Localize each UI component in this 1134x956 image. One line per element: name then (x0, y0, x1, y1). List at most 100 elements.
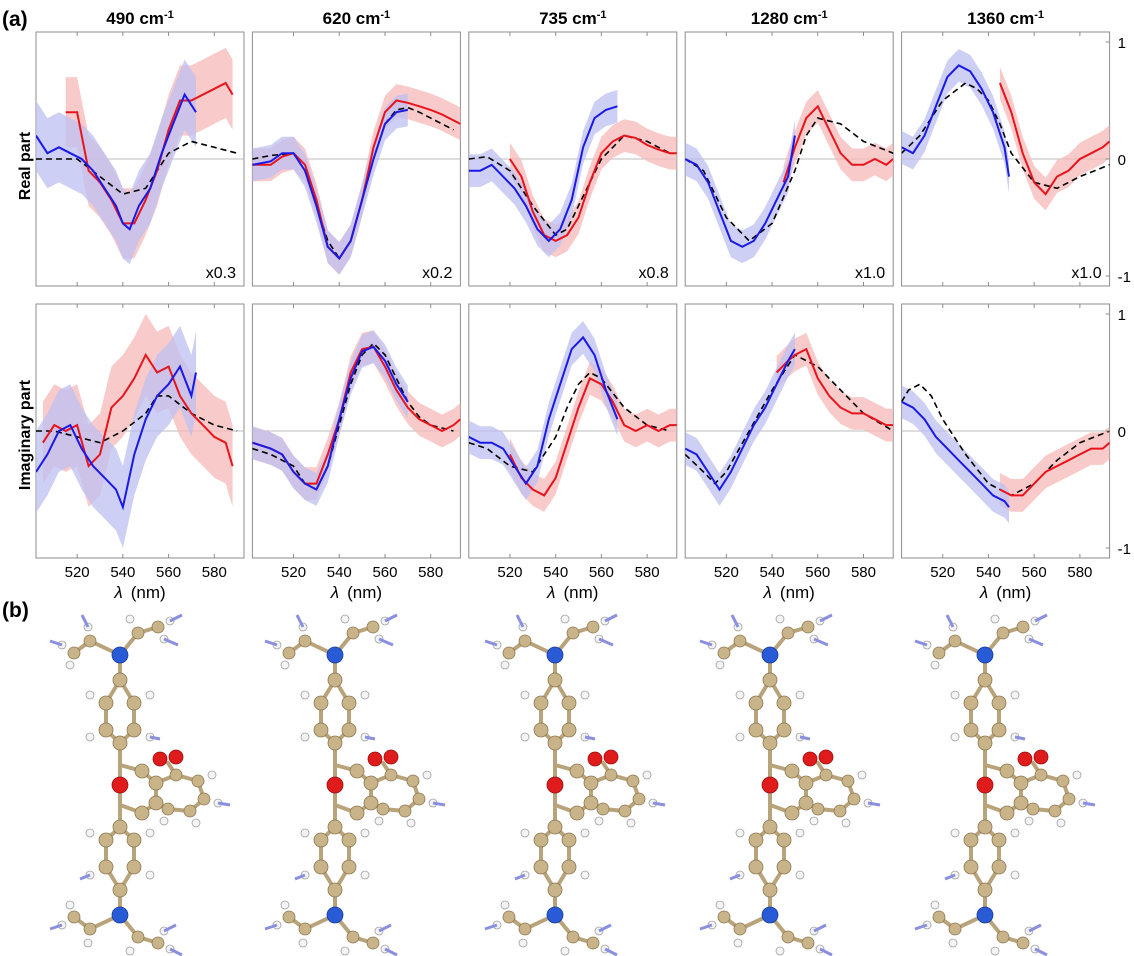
fit-line (468, 371, 671, 473)
x-tick-label: 580 (851, 564, 876, 581)
blue-series-line (468, 335, 619, 486)
blue-error-band (468, 321, 618, 500)
x-axis-label: λ (nm) (546, 583, 598, 602)
blue-series-line (901, 400, 1010, 508)
blue-error-band (36, 59, 196, 265)
y-tick-label: -1 (1118, 541, 1131, 558)
panel-1-2 (468, 303, 678, 559)
y-tick-label: 1 (1118, 35, 1126, 52)
x-tick-label: 580 (418, 564, 443, 581)
blue-error-band (901, 49, 1009, 193)
x-axis-labels: 520 540 560 580 λ (nm) 520 540 560 580 λ (nm) 520 540… (65, 564, 1093, 602)
right-axis: 1 0 -1 1 0 -1 (1105, 35, 1131, 558)
molecule-mode-490 (48, 613, 232, 956)
column-title-620: 620 cm-1 (323, 9, 390, 28)
fit-line (685, 353, 894, 485)
x-tick-label: 540 (543, 564, 568, 581)
x-tick-label: 580 (202, 564, 227, 581)
panel-0-0: x0.3 (35, 31, 245, 287)
fit-line (901, 82, 1110, 190)
red-series-line (42, 352, 234, 469)
scale-label: x1.0 (855, 265, 885, 282)
panel-0-4: x1.0 (901, 31, 1111, 287)
red-series-line (999, 441, 1110, 497)
column-title-1360: 1360 cm-1 (967, 9, 1044, 28)
y-tick-label: -1 (1118, 269, 1131, 286)
blue-error-band (252, 330, 408, 506)
x-tick-label: 560 (156, 564, 181, 581)
blue-series-line (252, 108, 408, 260)
column-title-490: 490 cm-1 (106, 9, 173, 28)
molecule-mode-1280 (698, 613, 882, 956)
fit-line (36, 140, 238, 195)
red-series-line (782, 104, 894, 183)
panel-1-3 (684, 303, 894, 559)
x-tick-label: 540 (760, 564, 785, 581)
red-error-band (999, 66, 1110, 211)
blue-series-line (36, 92, 197, 231)
panel-1-4 (901, 303, 1111, 559)
x-axis-label: λ (nm) (113, 583, 165, 602)
blue-error-band (252, 93, 408, 275)
blue-series-line (901, 64, 1010, 177)
x-tick-label: 520 (930, 564, 955, 581)
panel-1-0 (35, 303, 245, 559)
x-tick-label: 560 (589, 564, 614, 581)
x-axis-label: λ (nm) (763, 583, 815, 602)
panel-label-a: (a) (2, 8, 28, 31)
blue-series-line (252, 345, 409, 491)
blue-series-line (685, 135, 796, 248)
x-tick-label: 520 (497, 564, 522, 581)
red-series-line (509, 134, 677, 243)
blue-series-line (36, 364, 197, 511)
plot-grid: x0.3 x0.2 x0.8 x1.0 x1.0 (35, 31, 1111, 559)
x-axis-label: λ (nm) (979, 583, 1031, 602)
x-tick-label: 520 (714, 564, 739, 581)
blue-error-band (901, 385, 1009, 524)
red-series-line (775, 347, 894, 427)
scale-label: x0.8 (639, 265, 669, 282)
x-tick-label: 560 (1022, 564, 1047, 581)
panel-0-2: x0.8 (468, 31, 678, 287)
fit-line (685, 117, 894, 242)
scale-label: x0.3 (206, 265, 236, 282)
y-tick-label: 1 (1118, 307, 1126, 324)
y-tick-label: 0 (1118, 152, 1126, 169)
x-axis-label: λ (nm) (330, 583, 382, 602)
blue-series-line (468, 105, 618, 243)
x-tick-label: 540 (976, 564, 1001, 581)
panel-0-3: x1.0 (684, 31, 894, 287)
blue-error-band (685, 332, 795, 506)
x-tick-label: 520 (281, 564, 306, 581)
panel-0-1: x0.2 (251, 31, 461, 287)
x-tick-label: 540 (327, 564, 352, 581)
x-tick-label: 520 (65, 564, 90, 581)
scale-label: x0.2 (422, 265, 452, 282)
scale-label: x1.0 (1071, 265, 1101, 282)
column-titles: 490 cm-1 620 cm-1 735 cm-1 1280 cm-1 1360 cm… (106, 9, 1044, 28)
red-error-band (509, 362, 677, 512)
molecule-mode-1360 (913, 613, 1097, 956)
molecule-mode-620 (263, 613, 447, 956)
y-tick-label: 0 (1118, 424, 1126, 441)
blue-series-line (685, 348, 796, 492)
fit-line (36, 395, 238, 444)
x-tick-label: 560 (805, 564, 830, 581)
red-error-band (783, 90, 894, 199)
x-tick-label: 580 (635, 564, 660, 581)
blue-error-band (685, 119, 795, 264)
fit-line (901, 383, 1110, 497)
x-tick-label: 560 (372, 564, 397, 581)
fit-line (252, 342, 454, 491)
row-label-imaginary: Imaginary part (17, 379, 34, 490)
blue-error-band (468, 90, 618, 258)
panel-label-b: (b) (2, 599, 29, 622)
column-title-735: 735 cm-1 (539, 9, 606, 28)
red-series-line (509, 377, 677, 497)
x-tick-label: 540 (110, 564, 135, 581)
row-label-real: Real part (17, 131, 34, 200)
red-series-line (998, 82, 1110, 196)
blue-error-band (36, 325, 196, 548)
panel-1-1 (251, 303, 461, 559)
